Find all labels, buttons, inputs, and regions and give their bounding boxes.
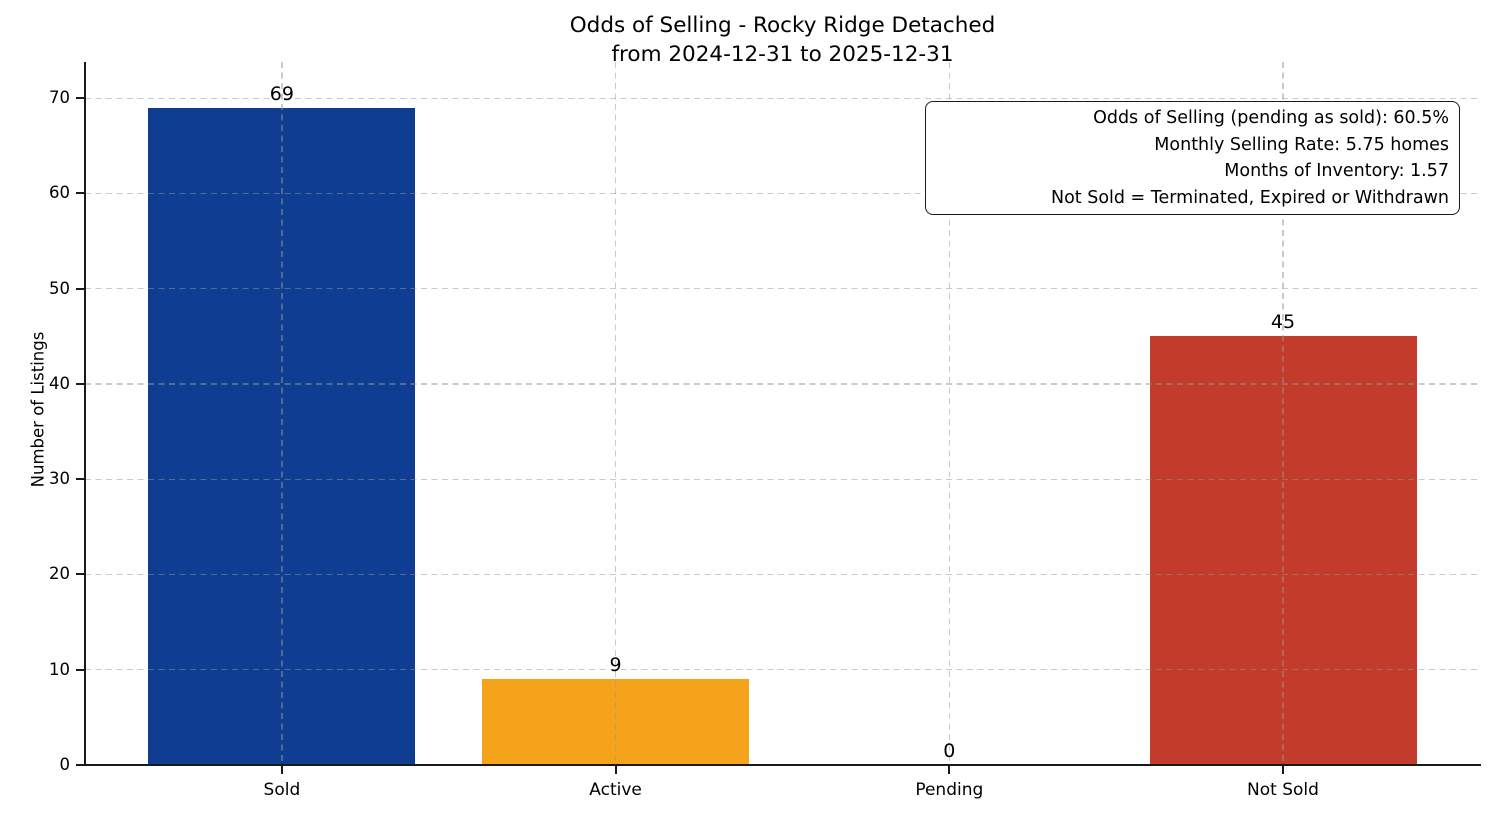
x-tick-label-active: Active — [589, 780, 642, 800]
chart-title-line2: from 2024-12-31 to 2025-12-31 — [611, 42, 954, 67]
x-tick-label-not-sold: Not Sold — [1247, 780, 1319, 800]
bar-value-label: 45 — [1270, 311, 1296, 334]
y-tick — [76, 97, 84, 100]
y-tick-label: 40 — [49, 373, 70, 393]
chart-title-line1: Odds of Selling - Rocky Ridge Detached — [569, 13, 996, 38]
y-gridline — [85, 669, 1480, 671]
x-tick-label-pending: Pending — [915, 780, 984, 800]
x-gridline — [1282, 62, 1284, 765]
y-tick-label: 70 — [49, 88, 70, 108]
y-tick — [76, 192, 84, 195]
chart-title: Odds of Selling - Rocky Ridge Detached f… — [85, 11, 1480, 69]
y-gridline — [85, 573, 1480, 576]
y-tick — [76, 764, 84, 766]
y-gridline — [85, 383, 1480, 385]
x-gridline — [281, 62, 283, 765]
y-tick-label: 0 — [59, 755, 71, 774]
x-tick — [614, 766, 617, 774]
y-gridline — [85, 288, 1480, 290]
y-tick-label: 10 — [49, 659, 70, 679]
y-tick — [76, 573, 84, 576]
x-axis-spine — [83, 764, 1481, 766]
y-gridline — [85, 478, 1480, 480]
x-gridline — [948, 62, 950, 765]
y-tick-label: 20 — [49, 564, 70, 584]
annotation-box: Odds of Selling (pending as sold): 60.5%… — [925, 101, 1460, 215]
y-tick — [76, 287, 84, 290]
x-tick — [948, 766, 951, 774]
annotation-line-odds: Odds of Selling (pending as sold): 60.5% — [1093, 108, 1449, 128]
y-tick-label: 50 — [49, 278, 70, 298]
bar-value-label: 9 — [609, 654, 622, 677]
y-gridline — [85, 97, 1480, 99]
y-tick — [76, 382, 84, 385]
annotation-line-inventory: Months of Inventory: 1.57 — [1224, 161, 1449, 181]
y-tick — [76, 668, 84, 671]
y-axis-spine — [83, 62, 86, 766]
bar-value-label: 69 — [269, 82, 294, 105]
x-tick-label-sold: Sold — [263, 780, 301, 800]
y-tick-label: 60 — [49, 183, 70, 203]
y-gridline — [85, 192, 1480, 195]
annotation-line-rate: Monthly Selling Rate: 5.75 homes — [1154, 134, 1449, 155]
annotation-line-notsold-note: Not Sold = Terminated, Expired or Withdr… — [1050, 187, 1449, 208]
y-tick-label: 30 — [49, 469, 70, 489]
x-tick — [1282, 766, 1284, 774]
x-gridline — [614, 62, 617, 765]
y-tick — [76, 478, 84, 481]
bar-value-label: 0 — [943, 740, 956, 762]
x-tick — [280, 766, 283, 774]
